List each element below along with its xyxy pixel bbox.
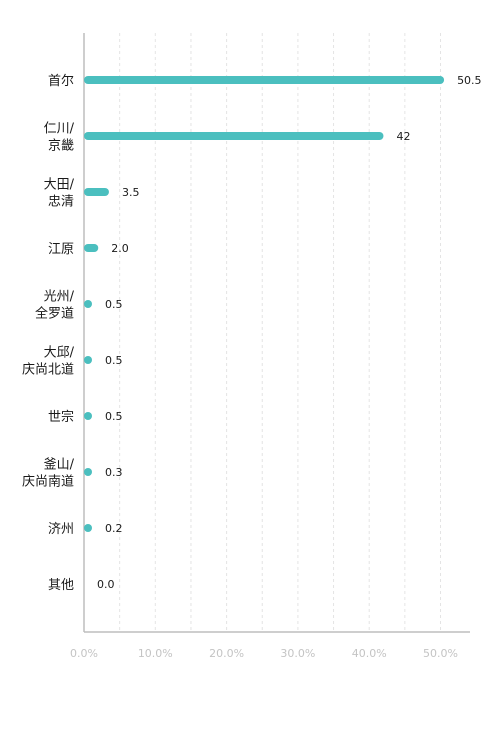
bar-6 bbox=[84, 412, 92, 420]
category-label-7-0: 釜山/ bbox=[44, 458, 75, 473]
category-label-2-0: 大田/ bbox=[44, 178, 75, 193]
category-label-7-1: 庆尚南道 bbox=[22, 474, 74, 490]
bar-5 bbox=[84, 356, 92, 364]
value-label-1: 42 bbox=[396, 130, 410, 143]
x-tick-label-6: 30.0% bbox=[280, 647, 315, 660]
value-label-3: 2.0 bbox=[111, 242, 129, 255]
value-label-8: 0.2 bbox=[105, 522, 123, 535]
bar-3 bbox=[84, 244, 99, 252]
value-label-0: 50.5 bbox=[457, 74, 482, 87]
bar-1 bbox=[84, 132, 384, 140]
category-label-0-0: 首尔 bbox=[48, 74, 74, 89]
category-label-5-1: 庆尚北道 bbox=[22, 363, 74, 378]
value-label-7: 0.3 bbox=[105, 466, 123, 479]
category-label-6-0: 世宗 bbox=[48, 409, 74, 425]
category-label-1-1: 京畿 bbox=[48, 139, 74, 154]
category-label-9-0: 其他 bbox=[48, 578, 74, 593]
category-label-4-1: 全罗道 bbox=[35, 306, 74, 322]
value-label-6: 0.5 bbox=[105, 410, 123, 423]
value-label-2: 3.5 bbox=[122, 186, 140, 199]
category-label-2-1: 忠清 bbox=[48, 195, 74, 210]
category-label-4-0: 光州/ bbox=[44, 290, 75, 305]
bar-2 bbox=[84, 188, 109, 196]
category-label-8-0: 济州 bbox=[48, 522, 74, 537]
value-label-4: 0.5 bbox=[105, 298, 123, 311]
value-label-5: 0.5 bbox=[105, 354, 123, 367]
bar-8 bbox=[84, 524, 92, 532]
x-tick-label-4: 20.0% bbox=[209, 647, 244, 660]
x-tick-label-0: 0.0% bbox=[70, 647, 98, 660]
value-label-9: 0.0 bbox=[97, 578, 115, 591]
category-label-1-0: 仁川/ bbox=[44, 122, 75, 137]
category-label-5-0: 大邱/ bbox=[44, 346, 75, 361]
x-tick-label-8: 40.0% bbox=[352, 647, 387, 660]
bar-7 bbox=[84, 468, 92, 476]
category-label-3-0: 江原 bbox=[48, 242, 74, 257]
x-tick-label-2: 10.0% bbox=[138, 647, 173, 660]
bar-4 bbox=[84, 300, 92, 308]
x-tick-label-10: 50.0% bbox=[423, 647, 458, 660]
bar-0 bbox=[84, 76, 445, 84]
